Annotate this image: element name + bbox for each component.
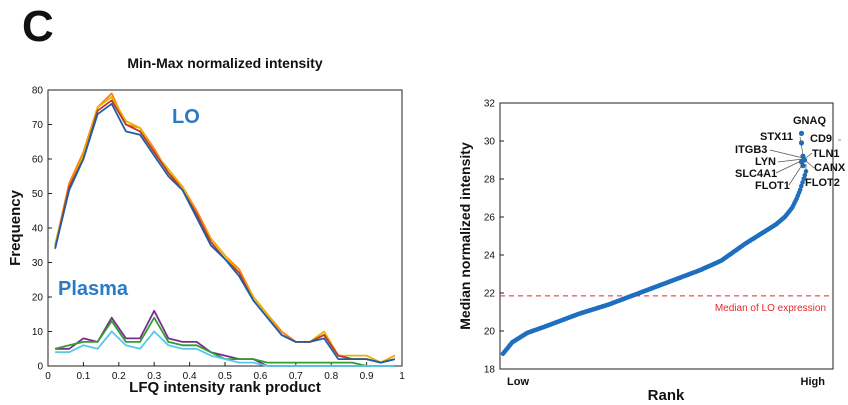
annotation-leader-line [775, 159, 804, 174]
series-line-7 [55, 330, 395, 367]
plot-frame [47, 89, 403, 367]
data-point [797, 187, 803, 192]
median-line-label: Median of LO expression [715, 303, 826, 314]
x-tick-label: 0.3 [147, 371, 161, 382]
x-tick-label: 0.4 [183, 371, 197, 382]
gene-label: CD9 [810, 133, 832, 145]
series-label-lo: LO [172, 106, 200, 128]
series-line-2 [54, 96, 396, 364]
y-tick-label: 30 [32, 258, 44, 269]
y-tick-label: 24 [484, 251, 496, 262]
x-tick-label: 0.9 [360, 371, 374, 382]
top-data-point [798, 140, 805, 146]
top-data-point [798, 130, 805, 136]
data-point [800, 180, 805, 185]
x-tick-label: 0.7 [289, 371, 303, 382]
data-point [799, 183, 804, 189]
chart-title: Min-Max normalized intensity [127, 55, 322, 71]
y-tick-label: 30 [484, 137, 496, 148]
y-tick-label: 28 [484, 175, 496, 186]
plot-frame [499, 102, 834, 370]
annotation-leader-line [805, 152, 813, 159]
y-tick-label: 20 [32, 293, 44, 304]
y-tick-label: 32 [484, 99, 496, 110]
y-tick-label: 22 [484, 289, 496, 300]
x-tick-label: 0.6 [253, 371, 267, 382]
series-line-3 [54, 99, 396, 364]
rank-scatter-chart: 18 20 22 24 26 28 30 32 Median of LO expression… [457, 99, 846, 405]
gene-label: CANX [814, 162, 846, 174]
gene-label: GNAQ [793, 115, 826, 127]
y-tick-label: 60 [32, 155, 44, 166]
gene-label: SLC4A1 [735, 168, 777, 180]
series-line-1 [54, 92, 396, 364]
y-tick-label: 40 [32, 224, 44, 235]
y-tick-label: 0 [37, 362, 43, 373]
y-tick-label: 26 [484, 213, 496, 224]
y-tick-label: 18 [484, 365, 496, 376]
x-tick-low: Low [507, 376, 529, 388]
gene-label: STX11 [760, 131, 793, 143]
x-tick-label: 0.1 [76, 371, 90, 382]
x-axis-label: LFQ intensity rank product [129, 379, 321, 396]
x-axis-label: Rank [648, 387, 685, 404]
panel-letter: C [22, 2, 54, 51]
y-axis-label: Median normalized intensity [457, 142, 473, 330]
series-line-4 [54, 102, 396, 364]
x-tick-high: High [801, 376, 826, 388]
annotation-leader-line [805, 160, 815, 169]
x-tick-label: 0.2 [112, 371, 126, 382]
y-tick-label: 70 [32, 120, 44, 131]
annotation-leader-line [788, 161, 805, 186]
annotation-leader-line [777, 158, 804, 163]
annotation-leader-line [769, 149, 804, 159]
y-tick-label: 80 [32, 86, 44, 97]
gene-label: ITGB3 [735, 144, 767, 156]
gene-label: FLOT2 [805, 177, 840, 189]
histogram-chart: Min-Max normalized intensity 01020304050… [7, 55, 405, 396]
data-point [801, 176, 806, 181]
gene-label: LYN [755, 156, 776, 168]
y-axis-label: Frequency [7, 189, 24, 266]
x-tick-label: 0 [45, 371, 51, 382]
gene-label: TLN1 [812, 148, 840, 160]
x-tick-label: 0.5 [218, 371, 232, 382]
y-tick-label: 50 [32, 189, 44, 200]
x-tick-label: 1 [399, 371, 405, 382]
top-data-point [800, 163, 806, 169]
y-tick-label: 10 [32, 327, 44, 338]
x-tick-label: 0.8 [324, 371, 338, 382]
annotation-leader-line [799, 136, 804, 156]
series-label-plasma: Plasma [58, 278, 129, 300]
y-tick-label: 20 [484, 327, 496, 338]
gene-label: FLOT1 [755, 180, 790, 192]
